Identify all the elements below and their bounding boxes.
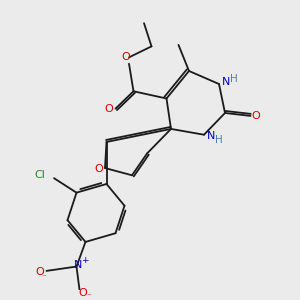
Text: ⁻: ⁻: [41, 274, 46, 283]
Text: O: O: [122, 52, 130, 62]
Text: O: O: [251, 111, 260, 121]
Text: O: O: [78, 288, 87, 298]
Text: Cl: Cl: [35, 170, 46, 180]
Text: N: N: [74, 260, 82, 270]
Text: +: +: [81, 256, 89, 265]
Text: O: O: [35, 267, 44, 277]
Text: O: O: [94, 164, 103, 175]
Text: H: H: [230, 74, 238, 84]
Text: N: N: [221, 77, 230, 87]
Text: H: H: [215, 135, 223, 145]
Text: N: N: [206, 131, 215, 141]
Text: O: O: [104, 104, 113, 114]
Text: ⁻: ⁻: [86, 292, 91, 300]
